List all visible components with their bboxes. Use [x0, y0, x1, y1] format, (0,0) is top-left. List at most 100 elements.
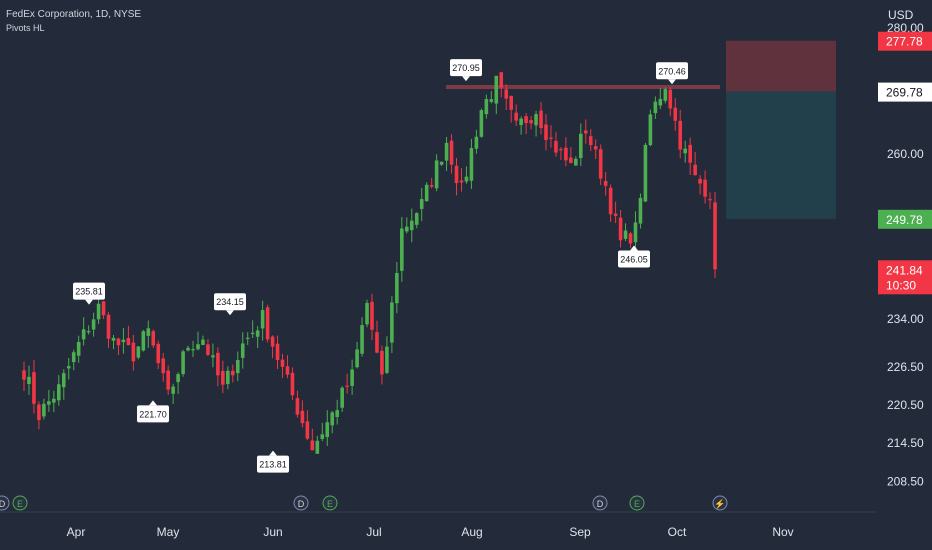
- dividend-event-icon[interactable]: D: [592, 495, 608, 511]
- candle-body: [703, 179, 707, 197]
- month-label: May: [157, 525, 180, 539]
- candle-body: [663, 89, 668, 101]
- event-marker-letter: D: [597, 499, 604, 509]
- stop-loss-zone[interactable]: [726, 40, 836, 92]
- candle-body: [325, 422, 330, 438]
- candle-body: [151, 331, 156, 346]
- dividend-event-icon[interactable]: D: [0, 495, 10, 511]
- profit-target-zone[interactable]: [726, 91, 836, 219]
- candle: [469, 138, 474, 190]
- price-label-box[interactable]: [878, 82, 932, 102]
- candle: [86, 325, 91, 335]
- candle-body: [459, 180, 464, 183]
- pivot-value: 270.46: [658, 66, 686, 76]
- candle: [42, 398, 46, 420]
- candle: [583, 119, 588, 144]
- candle-body: [559, 149, 563, 151]
- month-label: Aug: [461, 525, 482, 539]
- candle-body: [579, 133, 583, 159]
- dividend-event-icon[interactable]: D: [293, 495, 309, 511]
- candle: [310, 428, 315, 451]
- month-label: Oct: [668, 525, 687, 539]
- candle: [201, 335, 205, 346]
- candle-body: [539, 110, 543, 128]
- candle: [151, 329, 156, 349]
- price-label-box[interactable]: [878, 260, 932, 295]
- candle: [320, 422, 325, 442]
- candle: [290, 367, 295, 401]
- candle: [698, 175, 702, 195]
- candle: [191, 340, 195, 358]
- earnings-event-icon[interactable]: E: [629, 495, 645, 511]
- indicator-label[interactable]: Pivots HL: [6, 23, 45, 33]
- event-marker-circle: [592, 495, 608, 511]
- candle-body: [176, 374, 180, 383]
- earnings-event-icon[interactable]: E: [322, 495, 338, 511]
- pivot-pointer: [462, 76, 470, 82]
- candle: [628, 231, 633, 248]
- candle-body: [564, 147, 568, 161]
- candle: [81, 317, 86, 346]
- candle: [579, 123, 583, 167]
- candle-body: [61, 373, 66, 388]
- candle-body: [57, 384, 61, 401]
- candle: [539, 101, 543, 135]
- price-label-box[interactable]: [878, 209, 932, 229]
- candle: [405, 217, 409, 234]
- candle: [71, 349, 76, 371]
- candle-body: [449, 140, 454, 165]
- price-label-box[interactable]: [878, 31, 932, 51]
- candle: [673, 98, 678, 131]
- candle-body: [365, 302, 369, 325]
- candle: [424, 182, 429, 202]
- candle-body: [439, 161, 444, 165]
- candle-body: [231, 370, 235, 376]
- candle: [171, 383, 175, 405]
- pivot-label[interactable]: 270.95: [450, 59, 482, 82]
- pivot-label[interactable]: 235.81: [73, 282, 105, 305]
- candle: [270, 335, 275, 359]
- event-marker-circle: [293, 495, 309, 511]
- earnings-event-icon[interactable]: E: [12, 495, 28, 511]
- pivot-label[interactable]: 246.05: [618, 245, 650, 268]
- month-label: Sep: [569, 525, 591, 539]
- candle: [91, 312, 96, 337]
- event-marker-letter: E: [327, 499, 333, 509]
- candle: [464, 166, 469, 184]
- candle-body: [340, 387, 344, 408]
- candle-body: [101, 301, 106, 316]
- pivot-label[interactable]: 270.46: [656, 62, 688, 85]
- event-marker-letter: D: [0, 499, 6, 509]
- candle: [355, 341, 359, 369]
- candle: [32, 360, 36, 414]
- candle-body: [593, 146, 598, 150]
- candle: [370, 293, 374, 341]
- pivot-label[interactable]: 234.15: [214, 293, 246, 316]
- pivot-value: 221.70: [139, 409, 167, 419]
- pivot-label[interactable]: 213.81: [257, 450, 289, 473]
- candle: [703, 170, 707, 204]
- candle-body: [161, 358, 165, 374]
- candle-body: [400, 228, 404, 271]
- candle-body: [534, 114, 538, 126]
- candle-body: [623, 230, 628, 239]
- candle-body: [375, 332, 379, 353]
- candle: [380, 345, 384, 385]
- candle-body: [206, 344, 210, 355]
- candle-body: [280, 359, 285, 367]
- candle: [111, 334, 116, 350]
- pivot-label[interactable]: 221.70: [137, 400, 169, 423]
- candle: [479, 108, 484, 138]
- candle: [315, 435, 320, 455]
- candle-body: [598, 149, 603, 179]
- split-event-icon[interactable]: ⚡: [712, 495, 728, 511]
- candle-body: [544, 124, 548, 140]
- price-tick-label: 208.50: [887, 474, 924, 488]
- candle: [250, 320, 255, 338]
- symbol-title[interactable]: FedEx Corporation, 1D, NYSE: [6, 9, 141, 20]
- event-marker-circle: [629, 495, 645, 511]
- price-tick-label: 260.00: [887, 147, 924, 161]
- candle-body: [136, 346, 141, 358]
- candle: [126, 325, 131, 346]
